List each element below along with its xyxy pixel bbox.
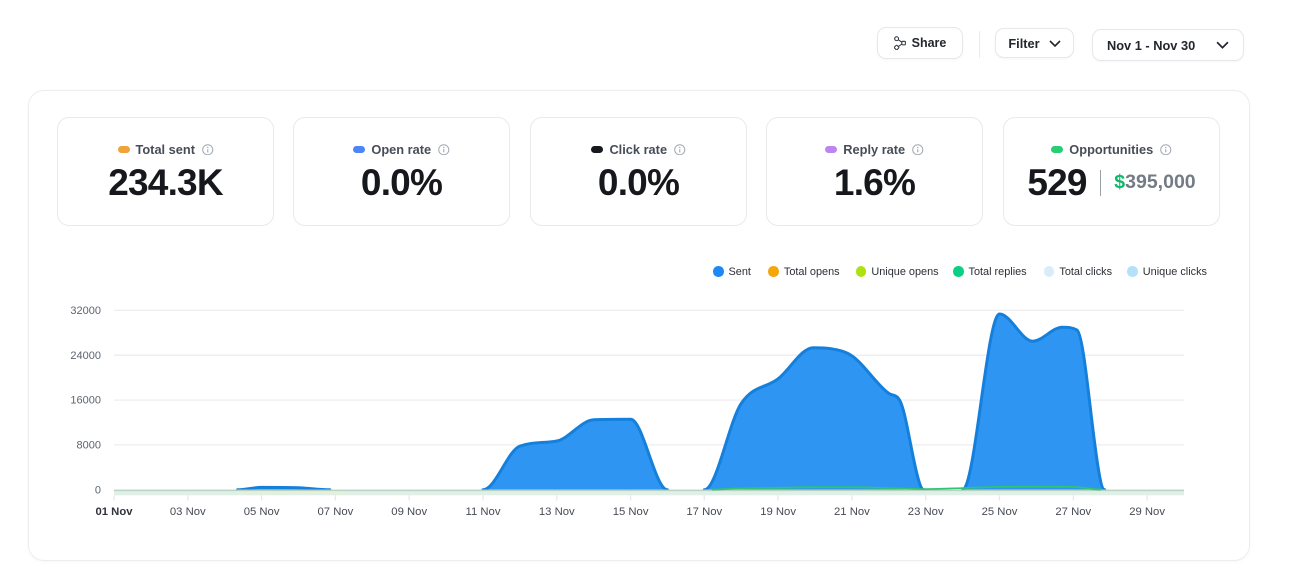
svg-text:21 Nov: 21 Nov (834, 506, 870, 518)
svg-text:03 Nov: 03 Nov (170, 506, 206, 518)
svg-text:17 Nov: 17 Nov (686, 506, 722, 518)
svg-text:32000: 32000 (70, 305, 101, 317)
svg-text:07 Nov: 07 Nov (318, 506, 354, 518)
svg-text:27 Nov: 27 Nov (1055, 506, 1091, 518)
svg-text:25 Nov: 25 Nov (982, 506, 1018, 518)
svg-text:16000: 16000 (70, 395, 101, 407)
svg-text:09 Nov: 09 Nov (391, 506, 427, 518)
svg-text:29 Nov: 29 Nov (1129, 506, 1165, 518)
svg-text:05 Nov: 05 Nov (244, 506, 280, 518)
svg-text:13 Nov: 13 Nov (539, 506, 575, 518)
svg-text:15 Nov: 15 Nov (613, 506, 649, 518)
svg-text:23 Nov: 23 Nov (908, 506, 944, 518)
svg-text:0: 0 (95, 484, 101, 496)
svg-text:19 Nov: 19 Nov (760, 506, 796, 518)
svg-text:01 Nov: 01 Nov (95, 506, 133, 518)
svg-text:24000: 24000 (70, 350, 101, 362)
svg-text:11 Nov: 11 Nov (466, 506, 501, 518)
svg-text:8000: 8000 (77, 440, 101, 452)
